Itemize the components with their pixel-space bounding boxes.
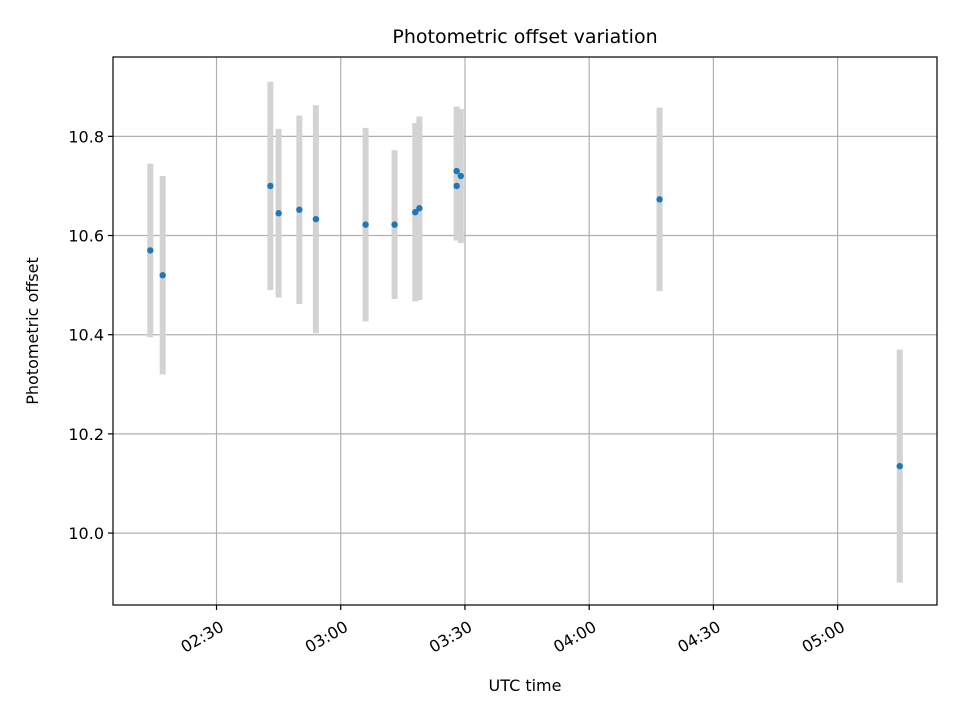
data-point <box>312 215 320 223</box>
data-point <box>267 182 274 190</box>
data-point <box>453 167 460 175</box>
data-point <box>362 221 369 228</box>
data-point <box>147 247 154 254</box>
grid-lines <box>113 57 937 605</box>
y-axis: 10.0 10.2 10.4 10.6 10.8 <box>68 127 113 543</box>
data-point <box>457 172 465 180</box>
data-point <box>896 462 903 470</box>
y-tick-label: 10.0 <box>68 524 104 543</box>
data-point <box>159 272 166 279</box>
chart-title: Photometric offset variation <box>392 26 657 48</box>
data-points <box>147 167 903 470</box>
data-point <box>391 221 398 228</box>
data-point <box>416 205 423 212</box>
data-point <box>412 209 419 216</box>
data-point <box>453 182 460 190</box>
data-point <box>296 206 303 213</box>
y-tick-label: 10.4 <box>68 326 104 345</box>
plot-frame <box>112 56 938 606</box>
x-axis-title: UTC time <box>489 676 562 695</box>
data-point <box>656 196 663 203</box>
y-tick-label: 10.8 <box>68 127 104 146</box>
y-axis-title: Photometric offset <box>23 257 42 405</box>
data-point <box>275 210 282 217</box>
y-tick-label: 10.6 <box>68 227 104 246</box>
y-tick-label: 10.2 <box>68 425 104 444</box>
